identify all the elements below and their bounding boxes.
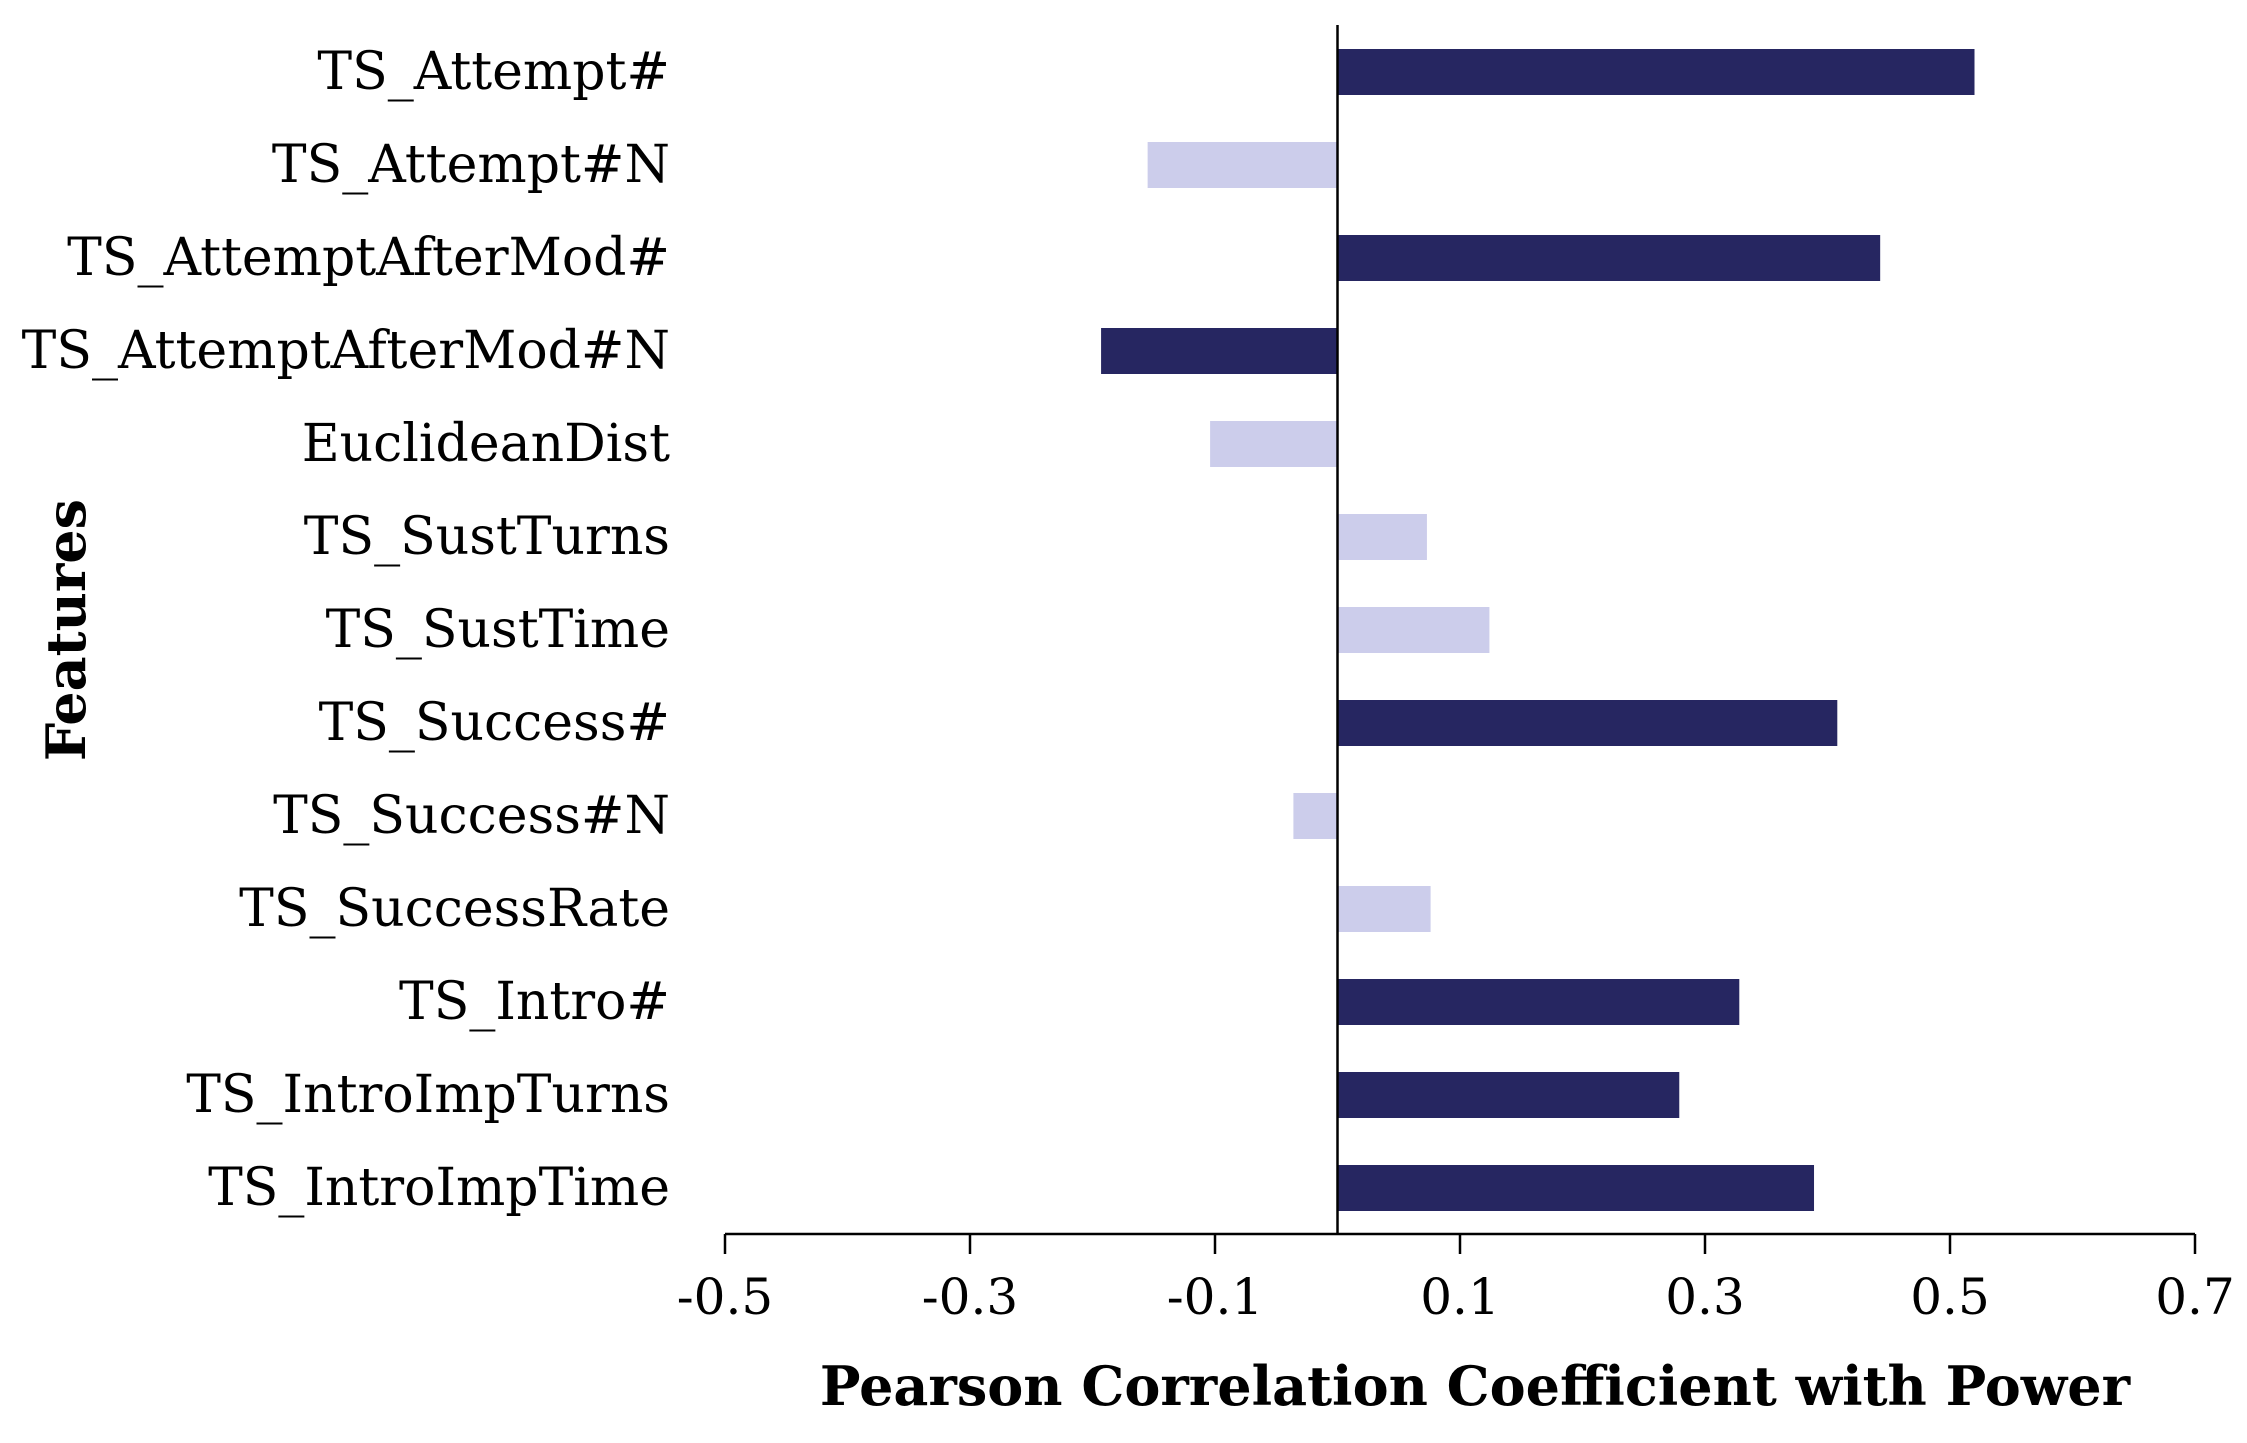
category-label: TS_Success# — [319, 693, 670, 753]
x-axis-ticks: -0.5 -0.3 -0.1 0.1 0.3 0.5 0.7 — [677, 1234, 2235, 1326]
bar-TS_SuccessRate — [1337, 886, 1431, 932]
category-label: TS_SustTurns — [304, 507, 670, 567]
bar-TS_AttemptAfterMod#N — [1101, 328, 1338, 374]
bar-TS_Success# — [1337, 700, 1838, 746]
bar-TS_AttemptAfterMod# — [1337, 235, 1881, 281]
category-label: TS_AttemptAfterMod# — [67, 228, 670, 288]
category-label: TS_SuccessRate — [239, 879, 670, 939]
x-tick-label: -0.5 — [677, 1268, 773, 1326]
bar-TS_IntroImpTurns — [1337, 1072, 1680, 1118]
y-axis-title: Features — [34, 499, 98, 761]
category-label: TS_Intro# — [399, 972, 670, 1032]
category-label: TS_AttemptAfterMod#N — [22, 321, 670, 381]
bar-EuclideanDist — [1210, 421, 1338, 467]
x-tick-label: 0.5 — [1910, 1268, 1990, 1326]
bar-TS_Attempt#N — [1147, 142, 1338, 188]
category-label: TS_IntroImpTurns — [186, 1065, 670, 1125]
x-tick-label: -0.1 — [1167, 1268, 1263, 1326]
bar-TS_IntroImpTime — [1337, 1165, 1815, 1211]
bar-TS_Success#N — [1293, 793, 1338, 839]
category-label: TS_Attempt#N — [272, 135, 670, 195]
bars-layer — [1101, 49, 1975, 1211]
bar-TS_Attempt# — [1337, 49, 1975, 95]
category-label: TS_Attempt# — [317, 42, 670, 102]
bar-TS_SustTime — [1337, 607, 1490, 653]
x-tick-label: 0.3 — [1665, 1268, 1745, 1326]
category-label: TS_SustTime — [326, 600, 670, 660]
x-tick-label: -0.3 — [922, 1268, 1018, 1326]
x-tick-label: 0.1 — [1420, 1268, 1500, 1326]
bar-TS_SustTurns — [1337, 514, 1427, 560]
x-axis-title: Pearson Correlation Coefficient with Pow… — [820, 1354, 2131, 1418]
category-label: TS_Success#N — [273, 786, 670, 846]
category-labels: TS_Attempt# TS_Attempt#N TS_AttemptAfterMo… — [22, 42, 670, 1218]
bar-TS_Intro# — [1337, 979, 1740, 1025]
category-label: TS_IntroImpTime — [208, 1158, 670, 1218]
x-tick-label: 0.7 — [2155, 1268, 2235, 1326]
category-label: EuclideanDist — [302, 414, 670, 474]
